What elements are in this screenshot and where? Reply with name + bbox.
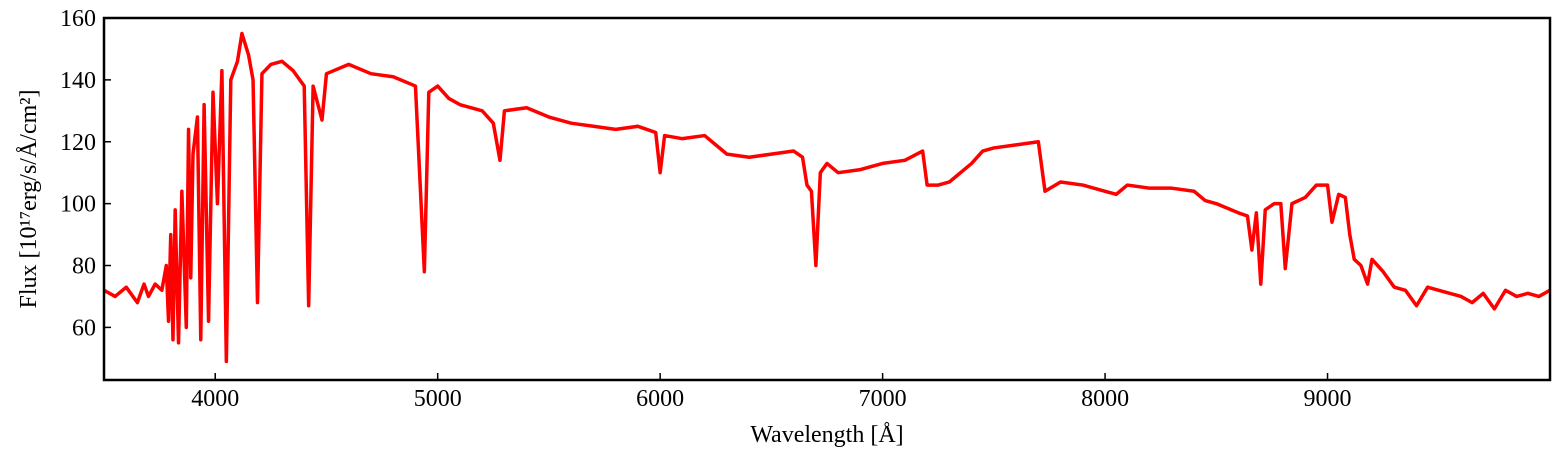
spectrum-line: [104, 31, 1550, 364]
x-tick-label: 7000: [859, 386, 907, 412]
x-tick-label: 5000: [414, 386, 462, 412]
y-tick-label: 60: [72, 315, 96, 341]
y-tick-label: 140: [60, 68, 96, 94]
plot-frame: [102, 16, 1552, 382]
y-tick-label: 100: [60, 192, 96, 218]
x-tick-label: 6000: [636, 386, 684, 412]
x-tick-label: 9000: [1304, 386, 1352, 412]
x-axis-label: Wavelength [Å]: [750, 422, 903, 448]
y-tick-label: 160: [60, 6, 96, 32]
y-tick-label: 120: [60, 130, 96, 156]
x-tick-label: 4000: [191, 386, 239, 412]
y-axis-label: Flux [10¹⁷erg/s/Å/cm²]: [16, 90, 42, 309]
x-tick-label: 8000: [1081, 386, 1129, 412]
y-tick-label: 80: [72, 254, 96, 280]
